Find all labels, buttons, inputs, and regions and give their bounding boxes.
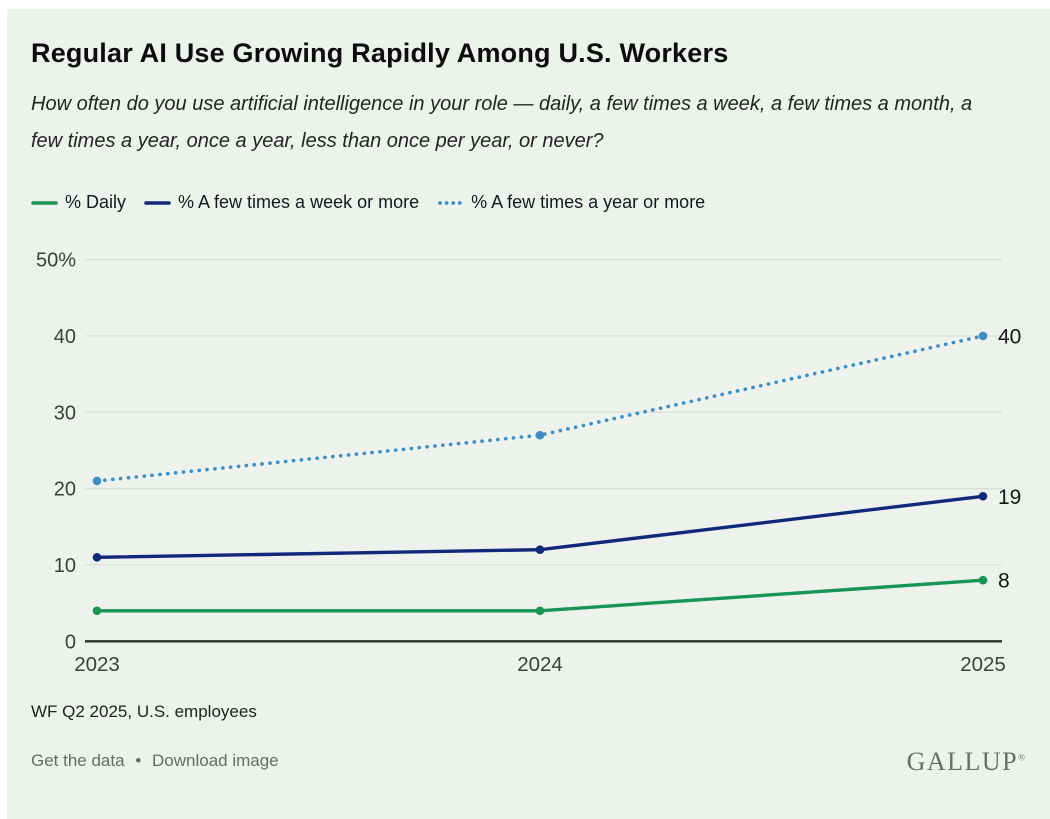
legend-item-2[interactable]: % A few times a year or more — [437, 192, 705, 213]
download-image-link[interactable]: Download image — [152, 751, 279, 770]
data-point[interactable] — [978, 491, 988, 501]
chart-background-panel — [7, 9, 1050, 819]
legend-line-icon — [144, 200, 171, 205]
gallup-logo: GALLUP® — [906, 747, 1025, 776]
y-axis-tick-label: 0 — [65, 631, 76, 653]
registered-mark: ® — [1018, 752, 1025, 763]
series-end-label: 40 — [998, 325, 1021, 348]
y-axis-tick-label: 40 — [54, 326, 76, 348]
source-note: WF Q2 2025, U.S. employees — [31, 702, 257, 721]
y-axis-tick-label: 50% — [36, 250, 76, 272]
legend-line-icon — [31, 200, 58, 205]
legend-line-icon — [438, 200, 462, 205]
y-axis-tick-label: 10 — [54, 555, 76, 577]
chart-title: Regular AI Use Growing Rapidly Among U.S… — [31, 38, 729, 68]
data-point[interactable] — [92, 606, 102, 616]
chart-subtitle: How often do you use artificial intellig… — [31, 93, 973, 152]
data-point[interactable] — [92, 476, 102, 486]
y-axis-tick-label: 20 — [54, 479, 76, 501]
bullet-separator: • — [135, 751, 142, 770]
chart-legend: % Daily % A few times a week or more % A f… — [31, 192, 705, 213]
data-point[interactable] — [978, 575, 988, 585]
data-point[interactable] — [535, 430, 545, 440]
series-line — [97, 578, 984, 613]
data-point[interactable] — [978, 331, 988, 341]
get-the-data-link[interactable]: Get the data — [31, 751, 125, 770]
x-axis-label: 2024 — [517, 653, 563, 676]
legend-label: % A few times a year or more — [471, 192, 706, 212]
legend-label: % A few times a week or more — [178, 192, 420, 212]
data-point[interactable] — [92, 553, 102, 562]
series-end-label: 19 — [998, 486, 1021, 509]
data-point[interactable] — [535, 545, 545, 554]
legend-item-0[interactable]: % Daily — [31, 192, 126, 213]
data-point[interactable] — [535, 606, 545, 616]
legend-label: % Daily — [65, 192, 127, 212]
x-axis-label: 2025 — [960, 653, 1006, 676]
series-line — [95, 334, 985, 483]
footer-links: Get the data • Download image — [31, 751, 279, 771]
y-axis-tick-label: 30 — [54, 402, 76, 424]
x-axis-label: 2023 — [74, 653, 120, 676]
series-end-label: 8 — [998, 570, 1010, 593]
legend-item-1[interactable]: % A few times a week or more — [144, 192, 419, 213]
